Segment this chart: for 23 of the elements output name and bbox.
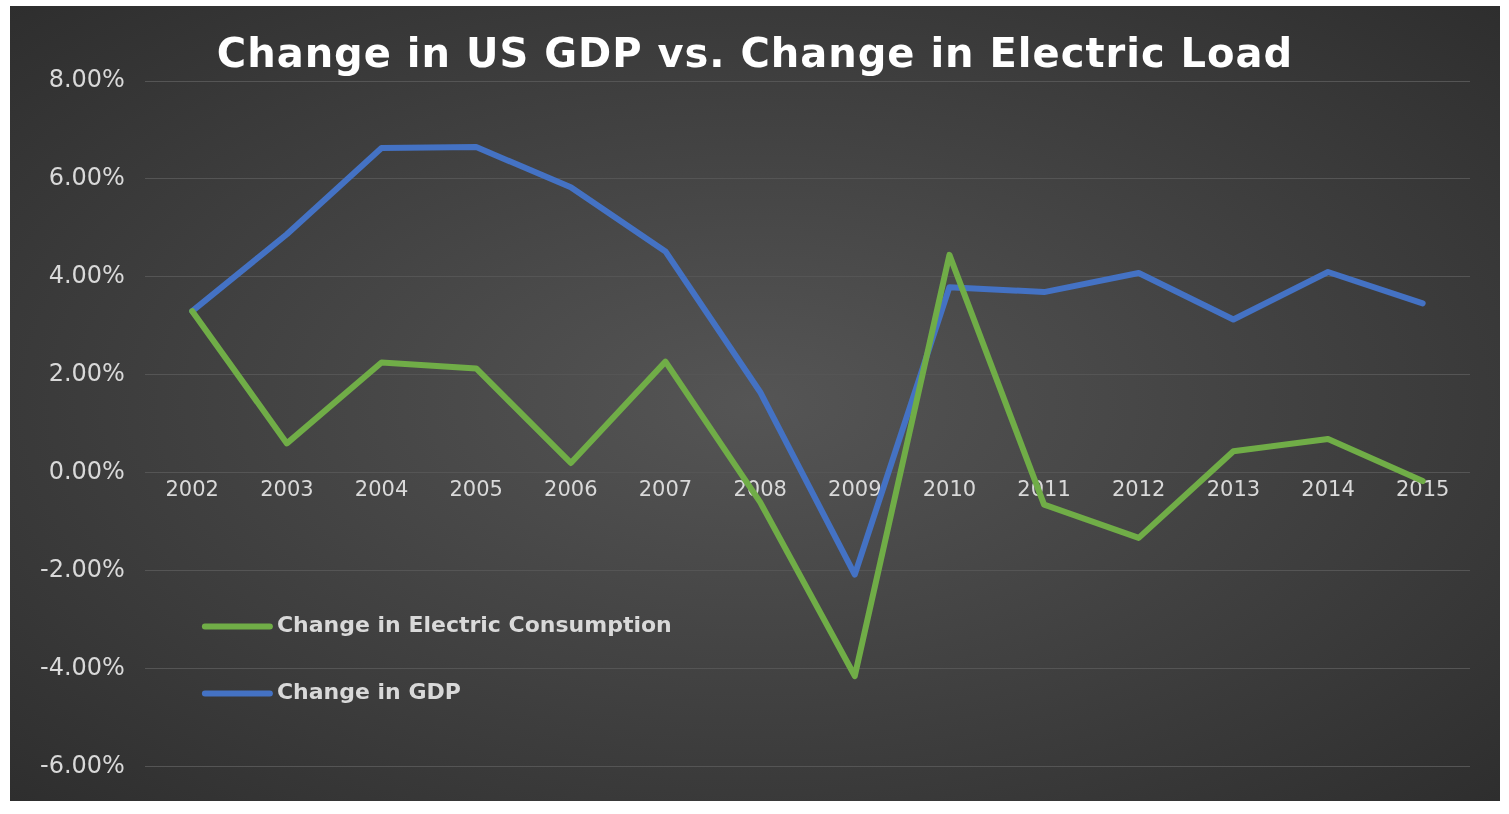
y-tick-label: -4.00%	[40, 652, 125, 681]
x-tick-label: 2009	[828, 476, 882, 501]
x-tick-label: 2003	[260, 476, 314, 501]
y-tick-label: -6.00%	[40, 750, 125, 779]
x-tick-label: 2014	[1301, 476, 1355, 501]
x-tick-label: 2012	[1112, 476, 1166, 501]
x-tick-label: 2007	[638, 476, 693, 501]
y-tick-label: -2.00%	[40, 554, 125, 583]
y-tick-label: 4.00%	[48, 261, 125, 290]
chart-title: Change in US GDP vs. Change in Electric Load	[216, 30, 1294, 76]
x-tick-label: 2013	[1206, 476, 1261, 501]
y-tick-label: 2.00%	[48, 359, 125, 388]
x-tick-label: 2002	[165, 476, 219, 501]
legend-label: Change in Electric Consumption	[276, 612, 672, 638]
x-tick-label: 2004	[354, 476, 409, 501]
y-tick-label: 0.00%	[48, 457, 125, 486]
y-tick-label: 8.00%	[48, 65, 125, 94]
x-tick-label: 2015	[1395, 476, 1450, 501]
x-tick-label: 2006	[544, 476, 598, 501]
x-tick-label: 2010	[922, 476, 977, 501]
y-tick-label: 6.00%	[48, 163, 125, 192]
legend-label: Change in GDP	[276, 679, 461, 705]
x-tick-label: 2005	[449, 476, 503, 501]
